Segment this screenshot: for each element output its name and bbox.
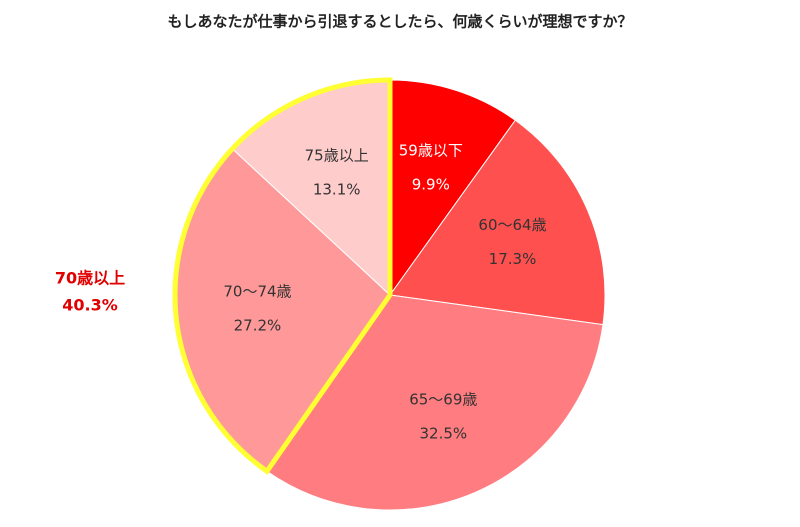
pie-slice xyxy=(389,79,516,297)
chart-title: もしあなたが仕事から引退するとしたら、何歳くらいが理想ですか？ xyxy=(167,13,632,31)
slice-value: 13.1% xyxy=(313,180,361,198)
annotation-value: 40.3% xyxy=(62,296,118,315)
slice-value: 17.3% xyxy=(489,250,537,268)
pie-slice xyxy=(389,119,606,326)
slice-value: 27.2% xyxy=(234,317,282,335)
annotation-label: 70歳以上 xyxy=(55,269,125,288)
slice-label: 70～74歳 xyxy=(223,283,291,301)
slice-value: 9.9% xyxy=(412,176,450,194)
slice-label: 65～69歳 xyxy=(409,391,477,409)
highlight-outline xyxy=(172,77,393,475)
slice-label: 60～64歳 xyxy=(478,216,546,234)
slice-label: 59歳以下 xyxy=(399,142,463,160)
slice-value: 32.5% xyxy=(419,425,467,443)
slice-label: 75歳以上 xyxy=(305,146,369,164)
pie-slice xyxy=(266,294,604,511)
